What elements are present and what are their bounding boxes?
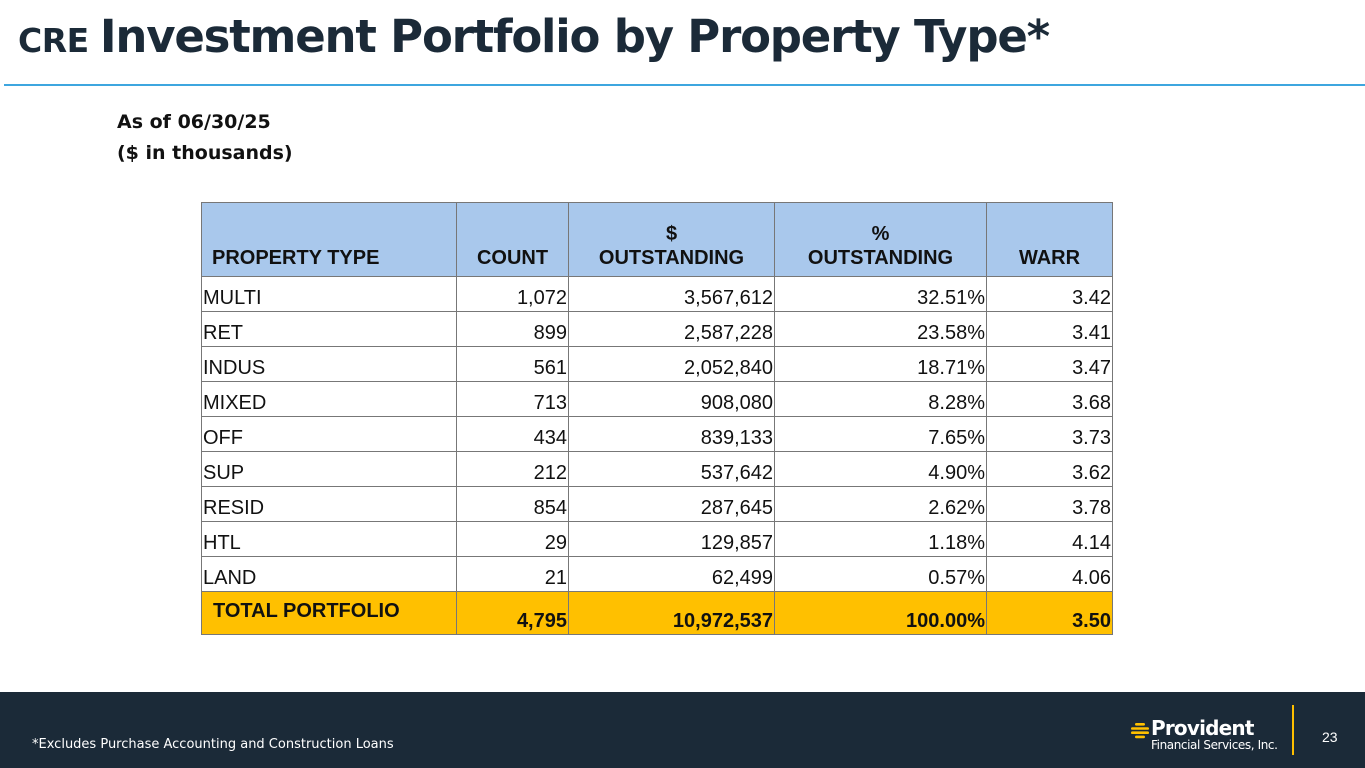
table-header-row: PROPERTY TYPE COUNT $ OUTSTANDING % OUTSTA… <box>201 202 1113 277</box>
cell-pct: 23.58% <box>774 311 987 347</box>
cell-outstanding: 2,052,840 <box>568 346 775 382</box>
table-row: LAND 21 62,499 0.57% 4.06 <box>201 556 1113 592</box>
header-property-type: PROPERTY TYPE <box>201 202 457 277</box>
subheader: As of 06/30/25 ($ in thousands) <box>117 107 293 169</box>
cell-outstanding: 287,645 <box>568 486 775 522</box>
cell-pct: 4.90% <box>774 451 987 487</box>
cell-pct: 7.65% <box>774 416 987 452</box>
cell-count: 854 <box>456 486 569 522</box>
cell-property-type: SUP <box>201 451 457 487</box>
total-warr: 3.50 <box>986 591 1113 635</box>
header-pct-outstanding: % OUTSTANDING <box>774 202 987 277</box>
cell-pct: 18.71% <box>774 346 987 382</box>
cell-pct: 2.62% <box>774 486 987 522</box>
cell-warr: 3.47 <box>986 346 1113 382</box>
header-dollar-label: OUTSTANDING <box>598 247 745 269</box>
cell-warr: 3.78 <box>986 486 1113 522</box>
cell-count: 212 <box>456 451 569 487</box>
header-dollar-symbol: $ <box>665 223 678 245</box>
cell-outstanding: 537,642 <box>568 451 775 487</box>
cell-warr: 3.68 <box>986 381 1113 417</box>
total-row: TOTAL PORTFOLIO 4,795 10,972,537 100.00%… <box>201 591 1113 635</box>
cell-property-type: LAND <box>201 556 457 592</box>
cell-outstanding: 62,499 <box>568 556 775 592</box>
header-pct-symbol: % <box>871 223 890 245</box>
cell-pct: 8.28% <box>774 381 987 417</box>
cell-count: 21 <box>456 556 569 592</box>
cell-pct: 1.18% <box>774 521 987 557</box>
cell-property-type: HTL <box>201 521 457 557</box>
table-row: MIXED 713 908,080 8.28% 3.68 <box>201 381 1113 417</box>
total-label: TOTAL PORTFOLIO <box>201 591 457 635</box>
cell-count: 29 <box>456 521 569 557</box>
page-title: CRE Investment Portfolio by Property Typ… <box>18 10 1050 63</box>
cell-property-type: RESID <box>201 486 457 522</box>
cell-property-type: OFF <box>201 416 457 452</box>
total-outstanding: 10,972,537 <box>568 591 775 635</box>
cell-property-type: INDUS <box>201 346 457 382</box>
units-note: ($ in thousands) <box>117 142 293 164</box>
table-row: MULTI 1,072 3,567,612 32.51% 3.42 <box>201 276 1113 312</box>
cell-count: 713 <box>456 381 569 417</box>
cell-pct: 32.51% <box>774 276 987 312</box>
table-row: SUP 212 537,642 4.90% 3.62 <box>201 451 1113 487</box>
cell-warr: 4.06 <box>986 556 1113 592</box>
cell-warr: 3.41 <box>986 311 1113 347</box>
cell-warr: 3.73 <box>986 416 1113 452</box>
header-dollar-outstanding: $ OUTSTANDING <box>568 202 775 277</box>
cell-outstanding: 839,133 <box>568 416 775 452</box>
header-warr: WARR <box>986 202 1113 277</box>
cell-outstanding: 3,567,612 <box>568 276 775 312</box>
as-of-date: As of 06/30/25 <box>117 111 271 133</box>
logo-name: Provident <box>1151 716 1254 740</box>
logo-subtitle: Financial Services, Inc. <box>1151 738 1278 752</box>
header-pct-label: OUTSTANDING <box>807 247 954 269</box>
page-number: 23 <box>1322 729 1338 745</box>
title-prefix: CRE <box>18 21 89 60</box>
cell-warr: 3.42 <box>986 276 1113 312</box>
header-count: COUNT <box>456 202 569 277</box>
portfolio-table: PROPERTY TYPE COUNT $ OUTSTANDING % OUTSTA… <box>201 202 1113 635</box>
cell-warr: 3.62 <box>986 451 1113 487</box>
cell-outstanding: 908,080 <box>568 381 775 417</box>
cell-warr: 4.14 <box>986 521 1113 557</box>
table-row: RESID 854 287,645 2.62% 3.78 <box>201 486 1113 522</box>
cell-count: 899 <box>456 311 569 347</box>
footer-bar: *Excludes Purchase Accounting and Constr… <box>0 692 1365 768</box>
title-divider <box>4 84 1365 86</box>
footer-divider <box>1292 705 1294 755</box>
table-row: HTL 29 129,857 1.18% 4.14 <box>201 521 1113 557</box>
title-main: Investment Portfolio by Property Type* <box>99 10 1050 63</box>
table-row: OFF 434 839,133 7.65% 3.73 <box>201 416 1113 452</box>
cell-count: 561 <box>456 346 569 382</box>
total-pct: 100.00% <box>774 591 987 635</box>
cell-property-type: MULTI <box>201 276 457 312</box>
cell-count: 1,072 <box>456 276 569 312</box>
table-row: RET 899 2,587,228 23.58% 3.41 <box>201 311 1113 347</box>
footnote: *Excludes Purchase Accounting and Constr… <box>32 737 394 752</box>
cell-property-type: MIXED <box>201 381 457 417</box>
table-row: INDUS 561 2,052,840 18.71% 3.47 <box>201 346 1113 382</box>
cell-pct: 0.57% <box>774 556 987 592</box>
cell-outstanding: 2,587,228 <box>568 311 775 347</box>
cell-property-type: RET <box>201 311 457 347</box>
total-count: 4,795 <box>456 591 569 635</box>
cell-outstanding: 129,857 <box>568 521 775 557</box>
provident-logo-icon <box>1131 723 1149 739</box>
cell-count: 434 <box>456 416 569 452</box>
